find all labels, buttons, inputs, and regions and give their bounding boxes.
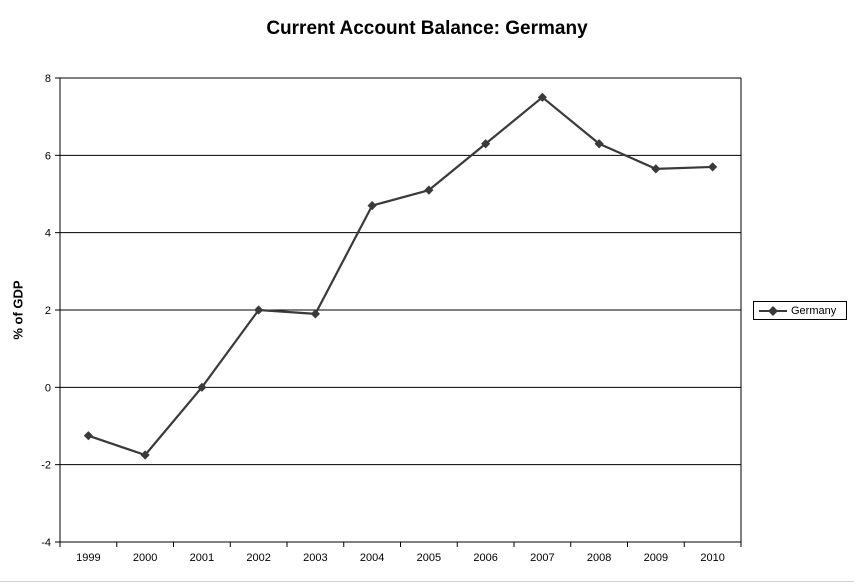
y-tick-label: 0	[45, 382, 51, 394]
y-tick-label: 8	[45, 73, 51, 85]
data-point	[140, 450, 150, 460]
x-tick-label: 2000	[133, 552, 157, 564]
data-point	[424, 185, 434, 195]
tick-labels: -4 -2 0 2 4 6 8 1999 2000 2001 2002 2003 2004 2005 200…	[41, 73, 725, 564]
chart-title: Current Account Balance: Germany	[266, 18, 588, 39]
series-lines	[88, 96, 713, 457]
data-point	[651, 164, 661, 174]
legend: Germany	[753, 301, 847, 320]
y-tick-label: -2	[41, 460, 51, 472]
x-tick-label: 2002	[246, 552, 270, 564]
data-markers	[83, 92, 718, 460]
y-tick-label: 2	[45, 305, 51, 317]
series-line	[88, 96, 713, 457]
y-tick-label: 4	[45, 228, 51, 240]
data-point	[708, 162, 718, 172]
data-point	[83, 431, 93, 441]
data-point	[197, 382, 207, 392]
x-tick-label: 2004	[360, 552, 384, 564]
x-tick-label: 2006	[473, 552, 497, 564]
axes	[55, 77, 742, 547]
legend-label-germany: Germany	[791, 305, 837, 317]
x-tick-label: 2007	[530, 552, 554, 564]
data-point	[367, 201, 377, 211]
x-tick-label: 2008	[587, 552, 611, 564]
x-tick-label: 2003	[303, 552, 327, 564]
x-tick-label: 2001	[190, 552, 214, 564]
bottom-rule	[0, 581, 854, 582]
legend-marker-diamond	[768, 306, 778, 316]
legend-swatch	[759, 306, 787, 316]
data-point	[481, 139, 491, 149]
x-tick-label: 2010	[700, 552, 724, 564]
y-tick-label: 6	[45, 150, 51, 162]
x-tick-label: 2009	[644, 552, 668, 564]
data-point	[254, 305, 264, 315]
y-tick-label: -4	[41, 537, 51, 549]
x-tick-label: 2005	[417, 552, 441, 564]
x-tick-label: 1999	[76, 552, 100, 564]
data-point	[594, 139, 604, 149]
data-point	[310, 309, 320, 319]
gridlines	[60, 77, 741, 466]
data-point	[537, 92, 547, 102]
